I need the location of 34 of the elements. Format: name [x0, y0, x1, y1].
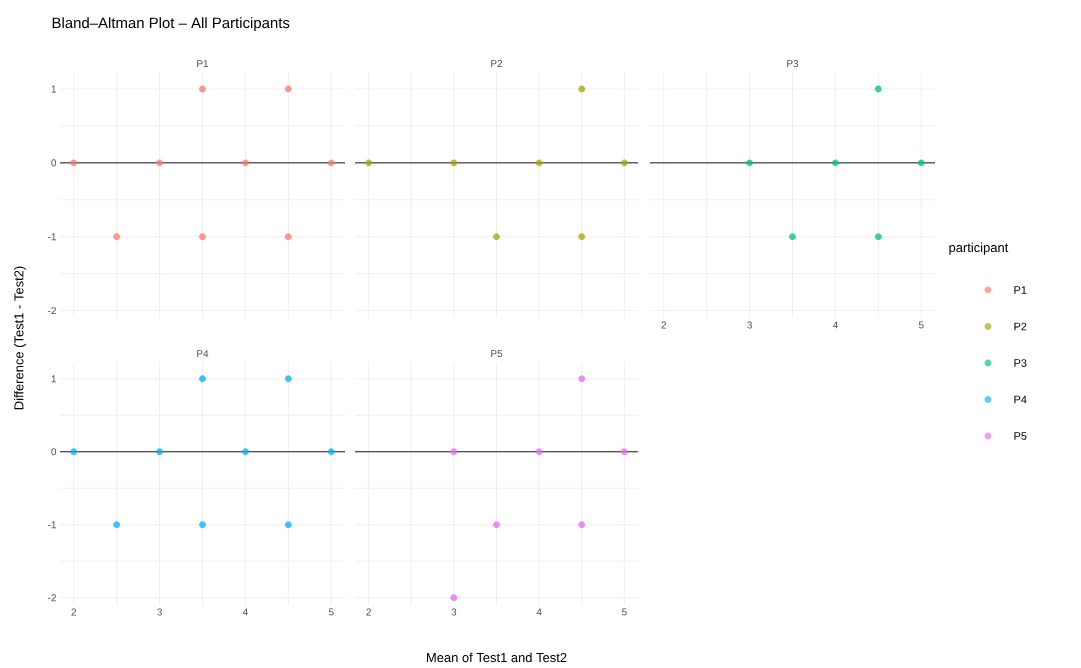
chart-subtitle: P5 — [491, 350, 503, 358]
x-tick-label: 4 — [832, 321, 838, 329]
x-tick-label: 2 — [71, 608, 77, 616]
legend-label: P2 — [1014, 322, 1027, 331]
y-axis-title: Difference (Test1 - Test2) — [13, 266, 27, 410]
x-tick-label: 4 — [536, 608, 542, 616]
chart-subtitle: P4 — [197, 350, 209, 357]
x-tick-label: 3 — [157, 608, 162, 616]
legend-label: P3 — [1014, 359, 1027, 367]
y-tick-label: 0 — [51, 159, 57, 167]
x-tick-label: 5 — [918, 321, 924, 329]
legend-label: P5 — [1014, 432, 1027, 440]
y-tick-label: 0 — [51, 448, 57, 456]
y-tick-label: -2 — [48, 594, 56, 602]
legend-label: P4 — [1014, 395, 1027, 404]
y-tick-label: 1 — [51, 85, 56, 93]
x-tick-label: 5 — [328, 608, 334, 616]
chart-subtitle: P1 — [197, 60, 209, 67]
y-tick-label: -2 — [48, 307, 56, 315]
chart-subtitle: P3 — [787, 60, 799, 68]
chart-subtitle: P2 — [491, 60, 503, 67]
legend-title: participant — [949, 242, 1009, 255]
x-tick-label: 3 — [451, 608, 457, 616]
x-axis-title: Mean of Test1 and Test2 — [427, 652, 567, 663]
x-tick-label: 2 — [366, 608, 371, 616]
x-tick-label: 2 — [661, 321, 667, 329]
y-tick-label: -1 — [48, 521, 56, 529]
y-tick-label: 1 — [51, 375, 56, 383]
x-tick-label: 5 — [622, 608, 627, 616]
y-tick-label: -1 — [48, 233, 56, 241]
x-tick-label: 4 — [242, 608, 248, 616]
x-tick-label: 3 — [747, 321, 752, 329]
legend-label: P1 — [1014, 286, 1027, 294]
chart-title: Bland–Altman Plot – All Participants — [52, 17, 290, 32]
